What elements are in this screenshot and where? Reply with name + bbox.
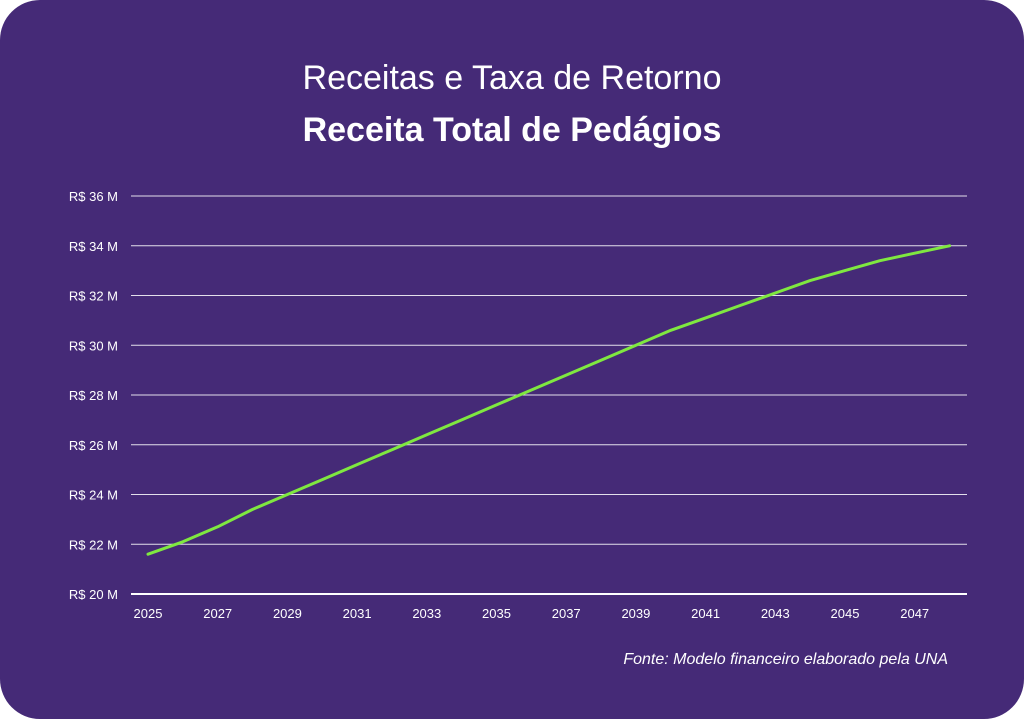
y-tick-label: R$ 26 M (69, 438, 118, 453)
x-tick-label: 2045 (831, 606, 860, 621)
x-tick-label: 2037 (552, 606, 581, 621)
x-tick-label: 2029 (273, 606, 302, 621)
y-axis-tick-labels: R$ 20 M R$ 22 M R$ 24 M R$ 26 M R$ 28 M R$ 30… (69, 189, 118, 602)
y-tick-label: R$ 30 M (69, 338, 118, 353)
series-layer (146, 244, 952, 556)
series-line (146, 244, 952, 556)
x-tick-label: 2039 (621, 606, 650, 621)
chart-title: Receitas e Taxa de Retorno (302, 59, 722, 97)
y-tick-label: R$ 36 M (69, 189, 118, 204)
source-note: Fonte: Modelo financeiro elaborado pela … (623, 651, 948, 668)
x-tick-label: 2027 (203, 606, 232, 621)
y-tick-label: R$ 34 M (69, 239, 118, 254)
y-tick-label: R$ 32 M (69, 289, 118, 304)
grid-lines (131, 195, 967, 595)
y-tick-label: R$ 24 M (69, 488, 118, 503)
x-tick-label: 2035 (482, 606, 511, 621)
x-tick-label: 2025 (134, 606, 163, 621)
y-tick-label: R$ 20 M (69, 587, 118, 602)
y-tick-label: R$ 22 M (69, 537, 118, 552)
x-tick-label: 2031 (343, 606, 372, 621)
x-tick-label: 2047 (900, 606, 929, 621)
y-tick-label: R$ 28 M (69, 388, 118, 403)
x-axis-tick-labels: 2025 2027 2029 2031 2033 2035 2037 2039 2041 2043… (134, 606, 930, 621)
x-tick-label: 2043 (761, 606, 790, 621)
x-tick-label: 2041 (691, 606, 720, 621)
chart-subtitle: Receita Total de Pedágios (302, 111, 722, 149)
x-tick-label: 2033 (412, 606, 441, 621)
